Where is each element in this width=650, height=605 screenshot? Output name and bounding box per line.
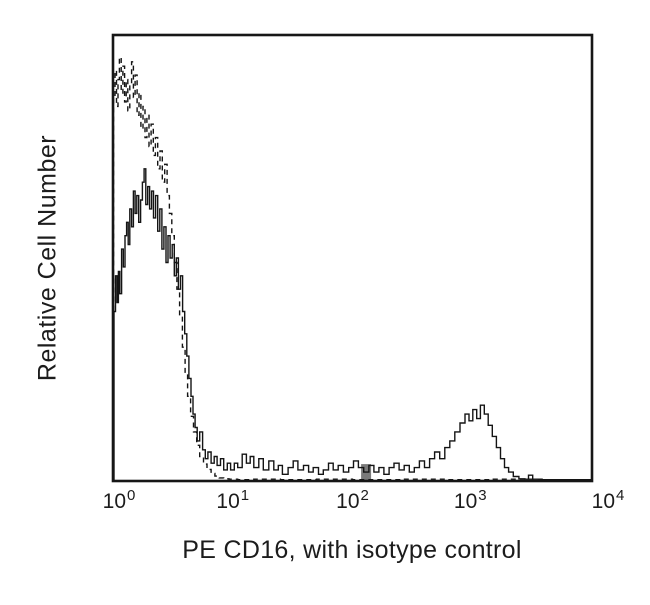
x-tick-10e3: 103 [453,487,487,514]
x-tick-base: 10 [102,490,127,513]
x-tick-base: 10 [591,490,616,513]
x-tick-10e2: 102 [336,487,369,514]
isotype-control-curve [112,56,592,482]
x-tick-exponent: 4 [616,487,625,504]
x-tick-exponent: 2 [360,487,369,504]
x-tick-base: 10 [453,490,478,513]
x-tick-exponent: 3 [478,487,487,504]
x-tick-10e1: 101 [216,487,250,514]
x-tick-base: 10 [216,490,240,513]
x-axis-title: PE CD16, with isotype control [182,536,522,564]
x-tick-10e0: 100 [102,487,136,514]
sample-curve [113,168,592,482]
x-tick-exponent: 0 [127,487,136,504]
x-tick-10e4: 104 [591,487,625,514]
x-tick-exponent: 1 [240,487,250,504]
x-tick-base: 10 [336,490,360,513]
plot-border [111,33,594,483]
